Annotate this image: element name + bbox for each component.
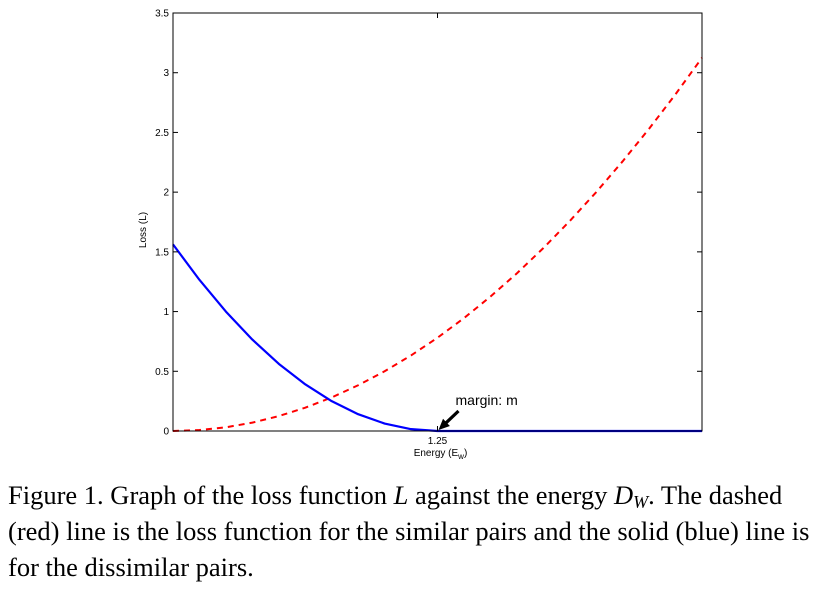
- y-tick-label: 0: [163, 427, 169, 438]
- x-axis-label-close: ): [464, 448, 467, 459]
- y-tick-label: 0.5: [155, 367, 169, 378]
- y-axis: 0 0.5 1 1.5 2 2.5 3 3.5: [155, 9, 702, 438]
- series-line-solid: [172, 243, 702, 433]
- margin-annotation-label: margin: m: [456, 392, 518, 408]
- caption-energy-subscript: W: [633, 492, 649, 512]
- x-tick-label: 1.25: [428, 436, 448, 447]
- curves-layer: [172, 57, 703, 433]
- y-axis-label: Loss (L): [138, 212, 149, 248]
- x-axis: 1.25: [428, 13, 448, 447]
- y-tick-label: 1.5: [155, 247, 169, 258]
- y-tick-label: 1: [163, 307, 169, 318]
- caption-energy-symbol: D: [613, 480, 634, 510]
- x-axis-label-main: Energy (E: [414, 448, 459, 459]
- y-tick-label: 3: [163, 68, 169, 79]
- y-tick-label: 3.5: [155, 9, 169, 20]
- x-axis-label-subscript: w: [457, 452, 464, 461]
- margin-arrow-icon: [438, 409, 460, 430]
- x-axis-label: Energy (Ew): [414, 448, 468, 461]
- figure-caption: Figure 1. Graph of the loss function L a…: [8, 477, 830, 585]
- plot-frame: [172, 12, 703, 432]
- y-tick-label: 2: [163, 188, 169, 199]
- caption-prefix: Figure 1. Graph of the loss function: [8, 480, 394, 510]
- caption-middle: against the energy: [408, 480, 614, 510]
- caption-loss-symbol: L: [393, 480, 409, 510]
- caption-suffix: . The dashed (red) line is the loss func…: [8, 480, 810, 582]
- loss-chart: 0 0.5 1 1.5 2 2.5 3 3.5 1.25 Loss (L) Energy (E…: [138, 9, 703, 461]
- series-line-dashed: [172, 57, 703, 432]
- margin-annotation: margin: m: [438, 392, 518, 430]
- y-tick-label: 2.5: [155, 128, 169, 139]
